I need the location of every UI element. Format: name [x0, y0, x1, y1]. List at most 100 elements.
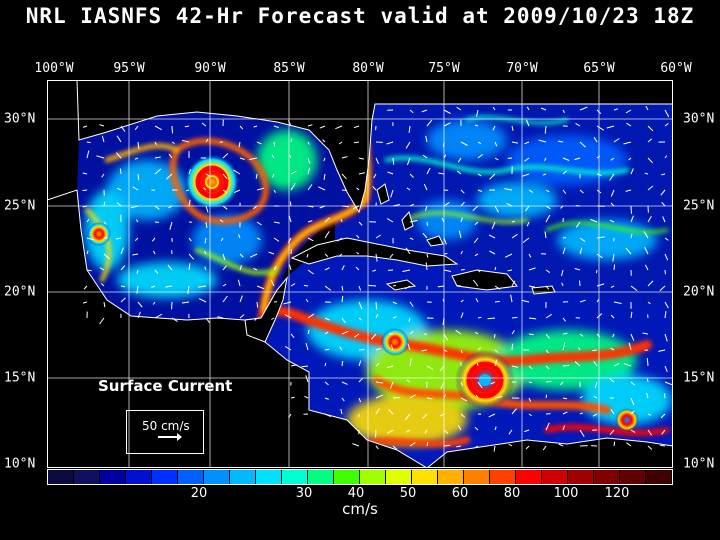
velocity-vector: [596, 125, 604, 131]
velocity-vector: [373, 173, 377, 179]
velocity-vector: [271, 154, 275, 159]
velocity-vector: [504, 253, 513, 258]
velocity-vector: [525, 445, 530, 450]
velocity-vector: [386, 365, 394, 369]
velocity-vector: [306, 253, 309, 258]
velocity-vector: [134, 157, 139, 160]
velocity-vector: [136, 269, 139, 274]
colorbar-swatch: [646, 470, 672, 484]
velocity-vector: [324, 397, 329, 400]
lat-label: 20°N: [683, 284, 715, 300]
velocity-vector: [562, 411, 568, 415]
velocity-vector: [239, 157, 245, 160]
velocity-vector: [528, 317, 537, 320]
velocity-vector: [154, 168, 162, 175]
velocity-vector: [579, 106, 588, 111]
velocity-vector: [475, 298, 479, 303]
velocity-vector: [354, 333, 360, 338]
velocity-vector: [574, 268, 581, 271]
velocity-vector: [201, 122, 207, 127]
velocity-vector: [660, 413, 666, 419]
velocity-vector: [472, 205, 479, 211]
velocity-vector: [406, 157, 411, 166]
velocity-vector: [273, 141, 276, 147]
velocity-vector: [353, 141, 360, 144]
velocity-vector: [508, 443, 513, 447]
velocity-vector: [544, 231, 547, 239]
velocity-vector: [324, 331, 329, 335]
current-speed-map: [47, 80, 673, 468]
velocity-vector: [402, 269, 411, 272]
velocity-vector: [477, 347, 482, 351]
velocity-vector: [103, 201, 106, 207]
velocity-vector: [528, 189, 534, 193]
velocity-vector: [630, 397, 635, 406]
velocity-vector: [324, 317, 331, 321]
velocity-vector: [154, 156, 161, 159]
velocity-vector: [522, 237, 530, 243]
velocity-vector: [233, 169, 241, 175]
velocity-vector: [422, 413, 428, 419]
velocity-vector: [525, 205, 530, 212]
velocity-vector: [268, 251, 275, 255]
velocity-vector: [477, 269, 481, 273]
velocity-vector: [610, 202, 615, 207]
velocity-vector: [592, 349, 598, 352]
velocity-vector: [273, 265, 277, 271]
velocity-vector: [593, 395, 598, 399]
velocity-vector: [628, 157, 632, 161]
velocity-vector: [375, 157, 379, 164]
velocity-vector: [204, 251, 207, 255]
colorbar-units: cm/s: [342, 500, 378, 518]
velocity-vector: [511, 220, 516, 223]
velocity-vector: [405, 141, 411, 149]
velocity-vector: [387, 171, 394, 175]
velocity-vector: [217, 316, 224, 319]
velocity-vector: [307, 269, 314, 275]
velocity-vector: [460, 201, 465, 207]
velocity-vector: [185, 189, 190, 192]
velocity-vector: [647, 301, 651, 305]
velocity-vector: [606, 125, 615, 129]
velocity-vector: [154, 141, 158, 146]
velocity-vector: [205, 205, 209, 213]
velocity-vector: [664, 311, 667, 319]
velocity-vector: [460, 312, 464, 319]
velocity-vector: [188, 253, 195, 260]
velocity-vector: [222, 205, 228, 210]
velocity-vector: [322, 139, 326, 143]
velocity-vector: [528, 253, 532, 258]
velocity-vector: [628, 342, 632, 351]
velocity-vector: [375, 348, 381, 351]
velocity-vector: [460, 413, 466, 418]
velocity-vector: [596, 283, 605, 287]
lon-label: 70°W: [506, 61, 538, 76]
velocity-vector: [392, 397, 400, 399]
velocity-vector: [324, 381, 329, 386]
velocity-vector: [358, 157, 364, 160]
velocity-vector: [494, 285, 501, 290]
velocity-vector: [562, 342, 566, 351]
velocity-vector: [562, 157, 570, 161]
velocity-vector: [408, 317, 411, 323]
velocity-vector: [167, 264, 173, 271]
velocity-vector: [458, 230, 462, 239]
velocity-vector: [324, 253, 329, 257]
velocity-vector: [120, 297, 126, 303]
velocity-vector: [562, 247, 566, 255]
velocity-vector: [664, 155, 668, 159]
velocity-vector: [477, 316, 482, 319]
velocity-vector: [613, 264, 616, 271]
velocity-vector: [662, 216, 666, 223]
velocity-vector: [645, 105, 649, 111]
velocity-vector: [545, 285, 550, 290]
velocity-vector: [575, 122, 581, 127]
colorbar-swatch: [464, 470, 490, 484]
velocity-vector: [253, 267, 258, 271]
lat-label: 25°N: [4, 198, 36, 214]
velocity-vector: [511, 408, 517, 415]
velocity-vector: [341, 330, 349, 335]
velocity-vector: [626, 442, 632, 447]
velocity-vector: [375, 253, 378, 262]
velocity-vector: [404, 413, 411, 421]
